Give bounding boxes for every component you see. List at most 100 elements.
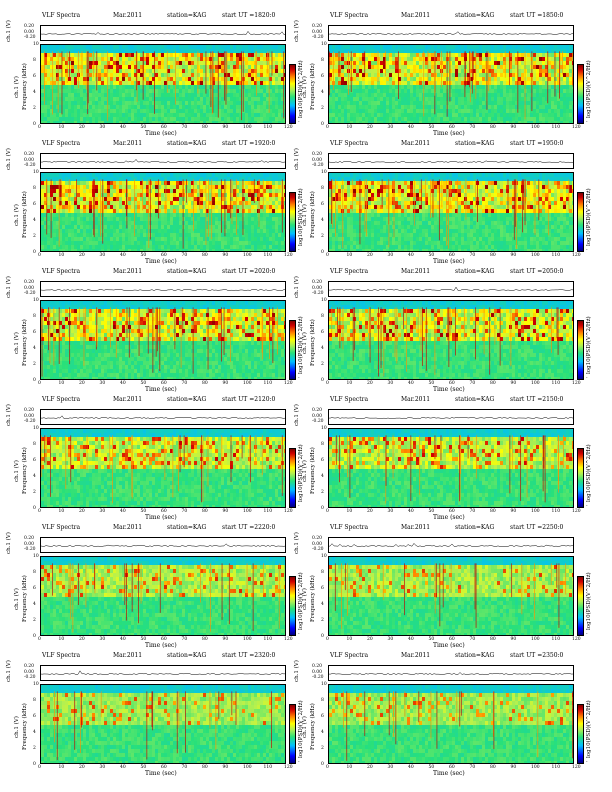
spectrogram-cell [233,57,236,61]
spectrogram-cell [269,53,272,57]
spectrogram-cell [494,73,497,77]
spectrogram-cell [263,77,266,81]
spectrogram-cell [65,113,68,117]
spectrogram-cell [479,109,482,113]
spectrogram-cell [158,237,161,241]
colorbar-label: log10(PSD)(V^2/Hz) [586,60,592,118]
spectrogram-cell [71,109,74,113]
spectrogram-cell [164,89,167,93]
spectrogram-cell [191,173,194,177]
spectrogram-cell [83,205,86,209]
spectrogram-cell [206,209,209,213]
spectrogram-cell [401,77,404,81]
spectrogram-cell [80,113,83,117]
spectrogram-cell [257,193,260,197]
spectrogram-cell [215,85,218,89]
spectrogram-cell [122,113,125,117]
spectrogram-cell [518,93,521,97]
spectrogram-cell [89,205,92,209]
spectrogram-cell [134,209,137,213]
spectrogram-cell [158,217,161,221]
spectrogram-cell [491,109,494,113]
spectrogram-cell [215,81,218,85]
spectrogram-cell [53,49,56,53]
spectrogram-cell [200,105,203,109]
spectrogram-cell [350,49,353,53]
spectrogram-cell [98,209,101,213]
spectrogram-cell [230,85,233,89]
spectrogram-cell [380,89,383,93]
spectrogram-cell [263,73,266,77]
spectrogram-cell [380,113,383,117]
spectrogram-cell [101,85,104,89]
spectrogram-cell [377,73,380,77]
spectrogram-cell [212,65,215,69]
spectrogram-cell [197,93,200,97]
spectrogram-cell [260,105,263,109]
spectrogram-cell [275,229,278,233]
spectrogram-cell [194,213,197,217]
spectrogram-cell [437,81,440,85]
spectrogram-cell [275,221,278,225]
spectrogram-cell [113,217,116,221]
spectrogram-cell [443,109,446,113]
spectrogram-cell [101,97,104,101]
spectrogram-cell [155,121,158,123]
spectrogram-cell [134,93,137,97]
spectrogram-cell [251,233,254,237]
spectrogram-cell [101,121,104,123]
spectrogram-cell [194,113,197,117]
spectrogram-cell [113,57,116,61]
time-xtick-label: 40 [408,125,414,130]
spectrogram-cell [362,45,365,49]
spectrogram-cell [59,105,62,109]
spectrogram-cell [254,217,257,221]
spectrogram-cell [113,105,116,109]
spectrogram-cell [461,61,464,65]
spectrogram-cell [551,117,554,121]
spectrogram-cell [89,217,92,221]
spectrogram-cell [158,65,161,69]
spectrogram-cell [62,245,65,249]
spectrogram-cell [473,77,476,81]
spectrogram-cell [137,233,140,237]
spectrogram [40,44,286,124]
spectrogram-cell [512,85,515,89]
spectrogram-cell [116,241,119,245]
spectrogram-cell [143,225,146,229]
spectrogram-cell [506,89,509,93]
spectrogram-cell [566,85,569,89]
spectrogram-cell [143,241,146,245]
spectrogram-cell [203,193,206,197]
spectrogram-cell [161,237,164,241]
spectrogram-cell [515,45,518,49]
spectrogram-cell [227,229,230,233]
spectrogram-cell [188,73,191,77]
spectrogram-cell [158,225,161,229]
spectrogram-cell [59,229,62,233]
spectrogram-cell [272,89,275,93]
spectrogram-cell [128,69,131,73]
spectrogram-cell [491,101,494,105]
spectrogram-cell [518,57,521,61]
spectrogram-cell [473,65,476,69]
spectrogram-cell [272,109,275,113]
spectrogram-cell [425,113,428,117]
spectrogram-cell [179,97,182,101]
spectrogram-cell [146,221,149,225]
spectrogram-cell [98,73,101,77]
spectrogram-cell [392,53,395,57]
spectrogram-cell [557,85,560,89]
spectrogram-cell [167,233,170,237]
spectrogram-cell [263,201,266,205]
spectrogram-cell [116,209,119,213]
spectrogram-cell [266,105,269,109]
spectrogram-cell [251,245,254,249]
spectrogram-cell [410,53,413,57]
spectrogram-cell [170,185,173,189]
spectrogram-cell [431,109,434,113]
spectrogram-cell [218,193,221,197]
spectrogram-cell [53,97,56,101]
spectrogram-cell [194,185,197,189]
spectrogram-cell [185,113,188,117]
